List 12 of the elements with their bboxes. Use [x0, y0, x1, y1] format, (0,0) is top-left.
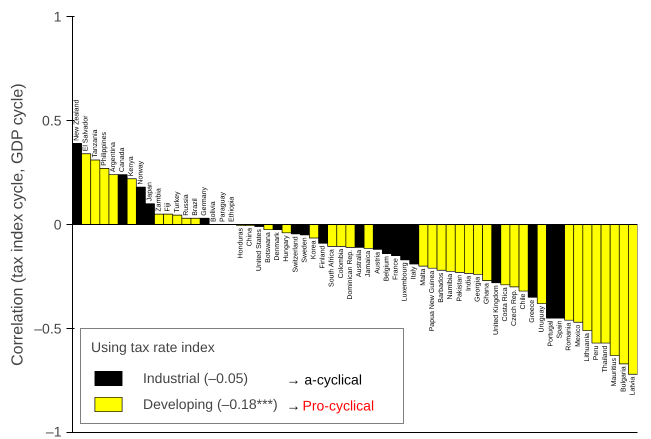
- legend-label: Industrial (–0.05): [143, 370, 248, 386]
- annotation: → a-cyclical: [286, 372, 362, 388]
- y-axis-title: Correlation (tax index cycle, GDP cycle): [9, 83, 26, 366]
- y-tick-label: –0.5: [34, 320, 62, 336]
- legend-title: Using tax rate index: [91, 339, 216, 355]
- y-tick-label: 0.5: [42, 112, 62, 128]
- y-tick-label: –1: [46, 424, 62, 439]
- annotation: Pro-cyclical: [302, 398, 374, 414]
- annotation: →: [286, 398, 300, 414]
- y-tick-label: 0: [54, 216, 62, 232]
- y-tick-label: 1: [54, 8, 62, 24]
- legend-label: Developing (–0.18***): [143, 396, 278, 412]
